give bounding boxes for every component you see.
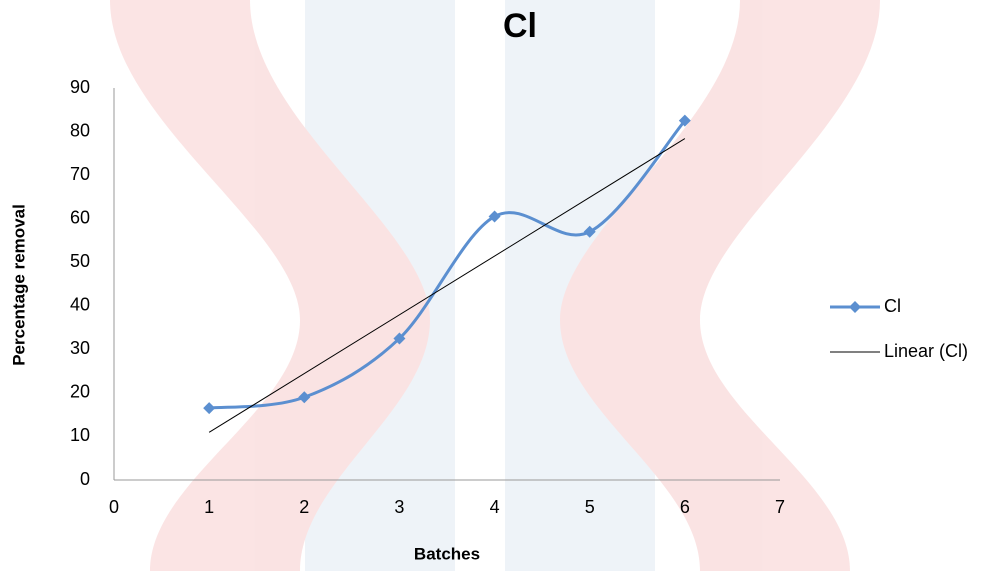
x-tick-label: 3: [394, 497, 404, 517]
y-tick-label: 10: [70, 425, 90, 445]
y-tick-label: 20: [70, 382, 90, 402]
x-tick-label: 2: [299, 497, 309, 517]
legend-label: Linear (Cl): [884, 341, 968, 361]
x-tick-label: 0: [109, 497, 119, 517]
x-tick-label: 1: [204, 497, 214, 517]
y-tick-label: 0: [80, 469, 90, 489]
legend-marker: [849, 301, 861, 313]
y-tick-label: 60: [70, 207, 90, 227]
y-tick-label: 30: [70, 338, 90, 358]
legend-label: Cl: [884, 296, 901, 316]
x-tick-label: 6: [680, 497, 690, 517]
x-tick-label: 5: [585, 497, 595, 517]
y-axis-label: Percentage removal: [9, 204, 28, 366]
x-tick-label: 4: [490, 497, 500, 517]
chart: Cl Batches Percentage removal 0102030405…: [0, 0, 1002, 571]
y-tick-label: 40: [70, 295, 90, 315]
y-tick-label: 70: [70, 164, 90, 184]
y-tick-label: 50: [70, 251, 90, 271]
watermark: [110, 0, 880, 571]
y-tick-label: 90: [70, 77, 90, 97]
x-tick-label: 7: [775, 497, 785, 517]
chart-title: Cl: [503, 7, 537, 45]
marker: [203, 402, 215, 414]
x-axis-label: Batches: [414, 544, 480, 563]
y-tick-label: 80: [70, 120, 90, 140]
